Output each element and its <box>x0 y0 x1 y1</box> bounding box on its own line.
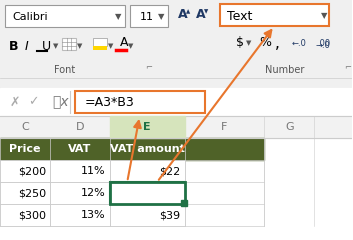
Text: A: A <box>178 8 187 22</box>
Text: ▼: ▼ <box>114 12 121 22</box>
Text: ✗: ✗ <box>10 96 20 108</box>
FancyBboxPatch shape <box>62 38 76 50</box>
Text: $39: $39 <box>160 210 181 220</box>
Bar <box>0 88 352 116</box>
Bar <box>0 116 352 138</box>
Text: Calibri: Calibri <box>12 12 48 22</box>
Text: B: B <box>9 40 18 53</box>
Text: 13%: 13% <box>81 210 106 220</box>
Text: I: I <box>25 40 29 53</box>
Text: .00: .00 <box>317 38 330 48</box>
Text: ,: , <box>274 36 279 50</box>
Text: ▼: ▼ <box>77 43 82 49</box>
FancyBboxPatch shape <box>5 5 125 27</box>
Text: ▼: ▼ <box>53 43 58 49</box>
Text: A: A <box>120 36 128 49</box>
Text: →.0: →.0 <box>315 42 330 50</box>
Bar <box>110 116 185 138</box>
Text: A: A <box>196 8 205 22</box>
Bar <box>0 138 264 160</box>
Text: ▼: ▼ <box>128 43 133 49</box>
Bar <box>0 204 50 226</box>
Text: U: U <box>42 40 51 53</box>
Text: ⌐: ⌐ <box>145 64 152 72</box>
Text: 11: 11 <box>140 12 154 22</box>
FancyBboxPatch shape <box>75 91 204 113</box>
Bar <box>110 160 185 182</box>
Bar <box>110 182 185 204</box>
Text: Number: Number <box>265 65 304 75</box>
Text: 𝑓x: 𝑓x <box>52 95 68 109</box>
Text: ▼: ▼ <box>108 43 113 49</box>
Text: VAT: VAT <box>68 144 91 154</box>
Bar <box>110 204 185 226</box>
Bar <box>110 182 185 204</box>
FancyBboxPatch shape <box>220 4 329 26</box>
Text: D: D <box>76 122 84 132</box>
Text: G: G <box>285 122 294 132</box>
Text: Font: Font <box>54 65 76 75</box>
Bar <box>0 182 50 204</box>
Text: VAT amount: VAT amount <box>110 144 185 154</box>
Text: Price: Price <box>9 144 41 154</box>
Text: C: C <box>21 122 29 132</box>
Bar <box>50 160 110 182</box>
Text: $: $ <box>237 36 245 49</box>
Text: ✓: ✓ <box>28 96 38 108</box>
FancyBboxPatch shape <box>93 38 107 46</box>
Text: $300: $300 <box>18 210 46 220</box>
Text: ▼: ▼ <box>321 12 328 20</box>
Text: ▼: ▼ <box>246 40 252 46</box>
Bar <box>50 204 110 226</box>
FancyBboxPatch shape <box>93 46 107 50</box>
Text: 11%: 11% <box>81 166 106 176</box>
Text: =A3*B3: =A3*B3 <box>114 188 158 198</box>
Text: Text: Text <box>227 10 253 23</box>
Text: %: % <box>259 36 271 49</box>
Text: F: F <box>221 122 228 132</box>
Text: 12%: 12% <box>81 188 106 198</box>
Text: E: E <box>143 122 151 132</box>
Bar <box>0 160 50 182</box>
Text: ←.0: ←.0 <box>291 38 306 48</box>
Text: =A3*B3: =A3*B3 <box>85 96 134 108</box>
Text: ▼: ▼ <box>204 10 208 14</box>
FancyBboxPatch shape <box>130 5 168 27</box>
Bar <box>0 0 352 88</box>
Text: ▼: ▼ <box>158 12 165 22</box>
Text: $200: $200 <box>18 166 46 176</box>
Text: ▲: ▲ <box>186 10 190 14</box>
Text: $22: $22 <box>159 166 181 176</box>
Text: ⌐: ⌐ <box>344 64 351 72</box>
Bar <box>50 182 110 204</box>
Text: $250: $250 <box>18 188 46 198</box>
